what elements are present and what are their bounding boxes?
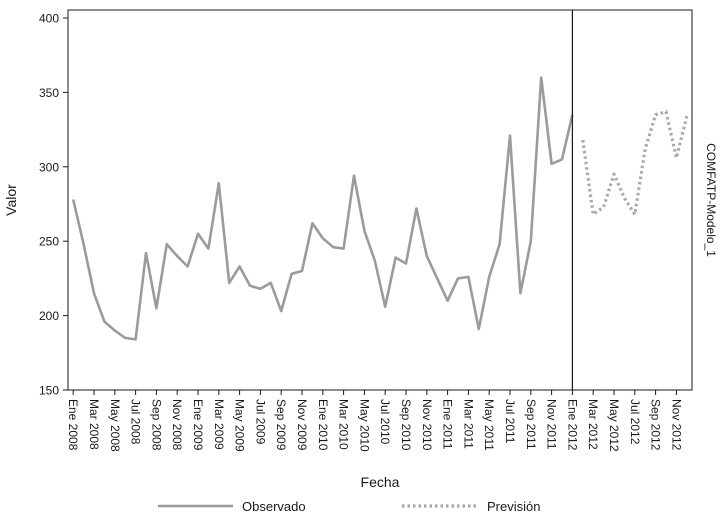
x-tick-label: Jul 2008 bbox=[129, 399, 143, 445]
y-axis-title: Valor bbox=[3, 184, 19, 216]
x-tick-label: Sep 2010 bbox=[399, 399, 413, 451]
x-tick-label: Nov 2009 bbox=[295, 399, 309, 451]
x-tick-label: Ene 2009 bbox=[191, 399, 205, 451]
x-tick-label: Mar 2011 bbox=[461, 399, 475, 449]
y-tick-label: 150 bbox=[39, 384, 59, 398]
x-tick-label: Nov 2011 bbox=[545, 399, 559, 450]
legend-label-prevision: Previsión bbox=[487, 499, 540, 514]
x-tick-label: Sep 2009 bbox=[274, 399, 288, 451]
x-tick-label: Mar 2008 bbox=[87, 399, 101, 450]
x-tick-label: May 2010 bbox=[357, 399, 371, 452]
x-tick-label: Ene 2008 bbox=[66, 399, 80, 451]
observed-series-line bbox=[71, 76, 574, 341]
x-tick-label: May 2012 bbox=[607, 399, 621, 452]
x-tick-label: May 2009 bbox=[233, 399, 247, 452]
y-tick-label: 400 bbox=[39, 12, 59, 26]
x-tick-label: Sep 2012 bbox=[649, 399, 663, 451]
x-tick-label: Nov 2008 bbox=[170, 399, 184, 451]
x-axis-title: Fecha bbox=[361, 474, 400, 490]
x-tick-label: Jul 2010 bbox=[378, 399, 392, 445]
y-tick-label: 350 bbox=[39, 86, 59, 100]
x-tick-label: Ene 2012 bbox=[565, 399, 579, 451]
x-tick-label: Ene 2011 bbox=[441, 399, 455, 450]
x-tick-label: Ene 2010 bbox=[316, 399, 330, 451]
plot-area: 150 200 250 300 350 400 Ene 2008 Mar 2008 May 20… bbox=[39, 9, 693, 452]
x-tick-label: May 2008 bbox=[108, 399, 122, 452]
x-tick-label: Sep 2008 bbox=[149, 399, 163, 451]
x-tick-label: Nov 2010 bbox=[420, 399, 434, 451]
legend: Observado Previsión bbox=[158, 499, 540, 514]
x-tick-label: May 2011 bbox=[482, 399, 496, 451]
x-tick-label: Mar 2010 bbox=[337, 399, 351, 450]
legend-label-observado: Observado bbox=[242, 499, 306, 514]
forecast-series-line bbox=[581, 110, 689, 216]
x-tick-label: Jul 2011 bbox=[503, 399, 517, 444]
x-tick-label: Nov 2012 bbox=[669, 399, 683, 451]
x-tick-label: Jul 2009 bbox=[253, 399, 267, 445]
y-tick-label: 200 bbox=[39, 309, 59, 323]
y-tick-label: 250 bbox=[39, 235, 59, 249]
model-name-label: COMFATP-Modelo_1 bbox=[704, 143, 718, 257]
x-tick-label: Mar 2009 bbox=[212, 399, 226, 450]
plot-border bbox=[67, 9, 693, 391]
x-tick-label: Jul 2012 bbox=[628, 399, 642, 445]
x-tick-label: Mar 2012 bbox=[586, 399, 600, 450]
x-tick-label: Sep 2011 bbox=[524, 399, 538, 450]
y-tick-label: 300 bbox=[39, 160, 59, 174]
